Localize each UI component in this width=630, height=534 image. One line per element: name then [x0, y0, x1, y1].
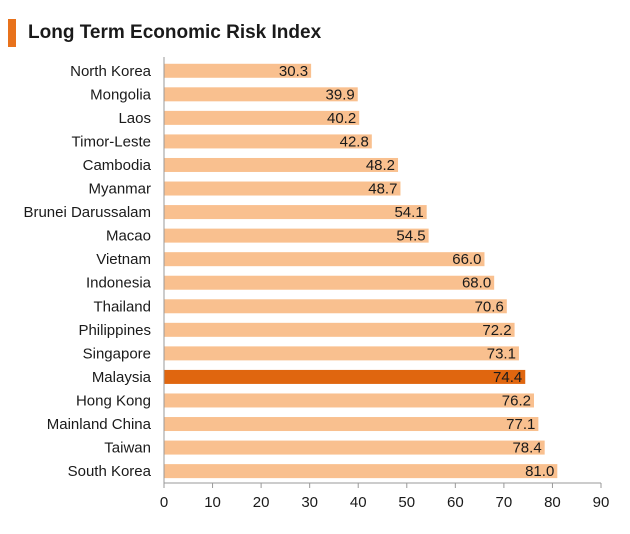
- x-tick-label: 0: [160, 494, 168, 511]
- x-tick-label: 20: [253, 494, 270, 511]
- data-label: 68.0: [462, 275, 491, 292]
- bar: [164, 417, 539, 432]
- data-label: 42.8: [340, 133, 369, 150]
- category-label: Mainland China: [47, 416, 152, 433]
- category-label: Myanmar: [88, 181, 151, 198]
- category-label: Brunei Darussalam: [23, 204, 151, 221]
- bar: [164, 87, 358, 102]
- data-label: 78.4: [512, 440, 541, 457]
- data-label: 77.1: [506, 416, 535, 433]
- title-accent-bar: [8, 19, 16, 47]
- x-tick-label: 60: [447, 494, 464, 511]
- category-label: Hong Kong: [76, 392, 151, 409]
- bar: [164, 346, 519, 361]
- category-label: Cambodia: [83, 157, 152, 174]
- data-label: 48.2: [366, 157, 395, 174]
- bar: [164, 181, 401, 196]
- data-label: 74.4: [493, 369, 522, 386]
- bar: [164, 228, 429, 243]
- bar: [164, 299, 507, 314]
- data-label: 48.7: [368, 181, 397, 198]
- data-label: 76.2: [502, 392, 531, 409]
- bar: [164, 110, 360, 125]
- category-label: Thailand: [93, 298, 151, 315]
- category-label: Vietnam: [96, 251, 151, 268]
- bar: [164, 275, 495, 290]
- bar: [164, 369, 526, 384]
- x-tick-label: 10: [204, 494, 221, 511]
- category-label: North Korea: [70, 63, 152, 80]
- bar: [164, 440, 545, 455]
- bar: [164, 252, 485, 267]
- data-label: 39.9: [326, 86, 355, 103]
- bar: [164, 157, 399, 172]
- data-label: 30.3: [279, 63, 308, 80]
- x-tick-label: 30: [301, 494, 318, 511]
- data-label: 40.2: [327, 110, 356, 127]
- bar: [164, 63, 312, 78]
- category-label: Indonesia: [86, 275, 152, 292]
- category-label: Laos: [118, 110, 151, 127]
- category-label: Macao: [106, 228, 151, 245]
- data-label: 73.1: [487, 345, 516, 362]
- x-tick-label: 50: [398, 494, 415, 511]
- category-label: South Korea: [68, 463, 152, 480]
- data-label: 81.0: [525, 463, 554, 480]
- bar: [164, 205, 427, 220]
- bar: [164, 322, 515, 337]
- category-label: Taiwan: [104, 440, 151, 457]
- chart-title-block: Long Term Economic Risk Index: [8, 18, 321, 48]
- x-tick-label: 80: [544, 494, 561, 511]
- bar: [164, 393, 534, 408]
- data-label: 72.2: [482, 322, 511, 339]
- category-label: Mongolia: [90, 86, 152, 103]
- category-label: Timor-Leste: [72, 133, 151, 150]
- x-tick-label: 90: [593, 494, 610, 511]
- x-tick-label: 40: [350, 494, 367, 511]
- data-label: 66.0: [452, 251, 481, 268]
- bar: [164, 134, 372, 149]
- category-label: Malaysia: [92, 369, 152, 386]
- data-label: 70.6: [475, 298, 504, 315]
- category-label: Philippines: [78, 322, 151, 339]
- x-tick-label: 70: [496, 494, 513, 511]
- data-label: 54.5: [396, 228, 425, 245]
- category-label: Singapore: [83, 345, 151, 362]
- data-label: 54.1: [394, 204, 423, 221]
- chart-title: Long Term Economic Risk Index: [28, 22, 322, 43]
- bar: [164, 464, 558, 479]
